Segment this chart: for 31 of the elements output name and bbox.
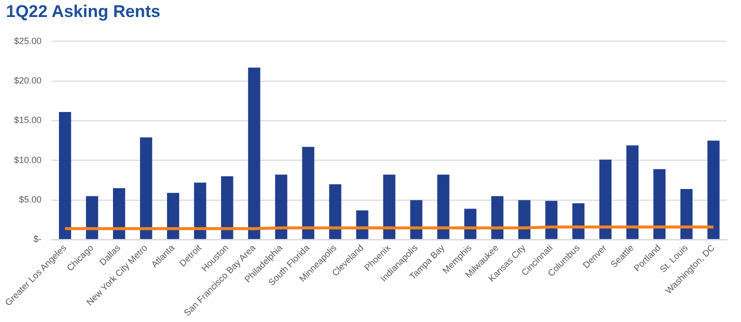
bar [140, 137, 152, 239]
bar [275, 174, 288, 239]
bar [599, 160, 612, 239]
bar [383, 174, 396, 239]
bar [545, 200, 558, 239]
y-tick-label: $25.00 [14, 36, 42, 46]
bar [518, 200, 530, 239]
bar [302, 146, 314, 239]
bar [329, 184, 342, 239]
bar [680, 188, 693, 239]
bar [707, 140, 720, 239]
bar [112, 188, 126, 239]
bar [491, 196, 504, 239]
bar [221, 176, 234, 239]
chart-title: 1Q22 Asking Rents [6, 2, 160, 22]
y-tick-label: $- [34, 234, 42, 244]
bar [464, 208, 476, 239]
bar [572, 203, 584, 239]
bar [167, 192, 180, 239]
bar [410, 200, 422, 239]
bar [248, 68, 260, 239]
bar [86, 196, 98, 239]
y-tick-label: $10.00 [14, 154, 42, 165]
bar [437, 174, 450, 239]
bar [58, 112, 72, 239]
y-tick-label: $20.00 [14, 76, 42, 86]
bar [653, 169, 666, 239]
bar [194, 182, 206, 239]
bar [626, 145, 639, 239]
y-tick-label: $5.00 [18, 194, 42, 205]
y-tick-label: $15.00 [14, 115, 42, 126]
